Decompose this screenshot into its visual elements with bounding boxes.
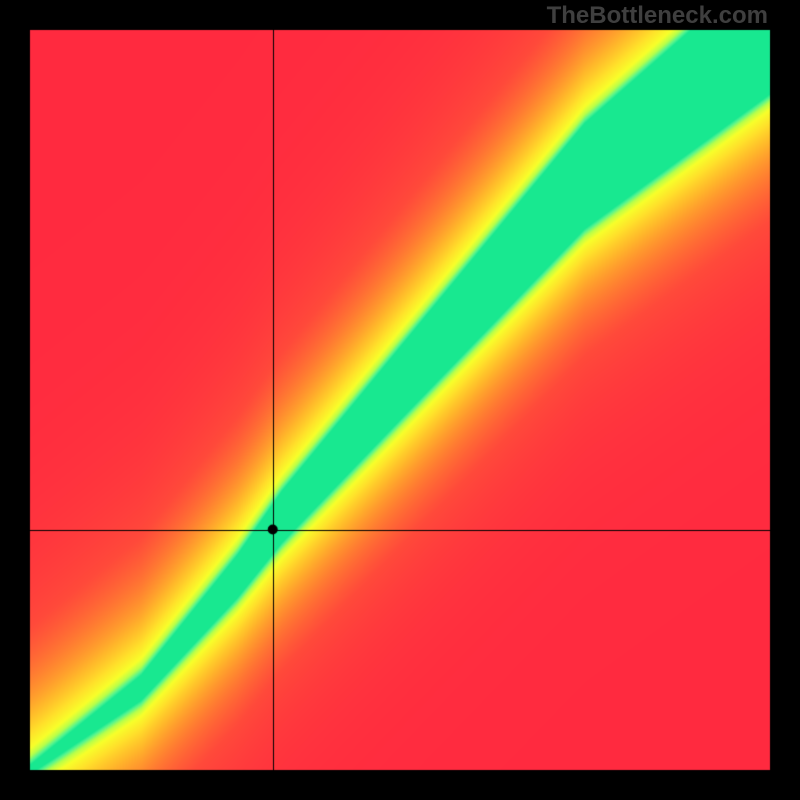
watermark-text: TheBottleneck.com bbox=[547, 2, 768, 30]
chart-container: TheBottleneck.com bbox=[0, 0, 800, 800]
bottleneck-heatmap bbox=[0, 0, 800, 800]
